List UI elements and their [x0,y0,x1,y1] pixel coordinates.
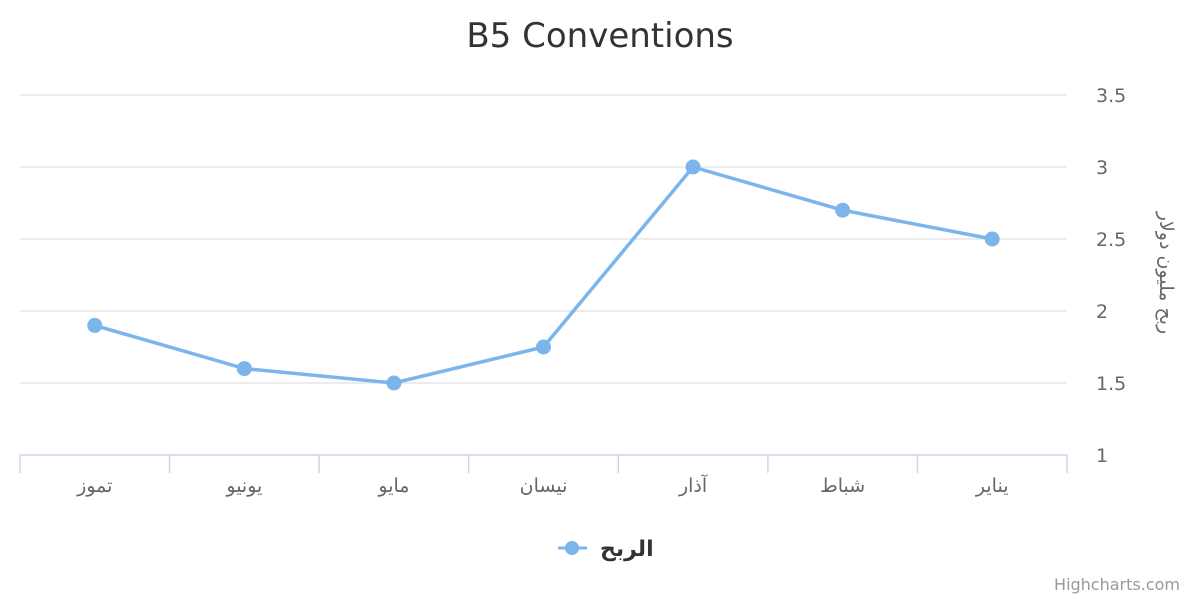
x-tick-label: يناير [975,475,1009,497]
data-point[interactable] [236,361,252,377]
legend-series-label[interactable]: الربح [600,537,654,562]
legend[interactable]: الربح [558,537,654,562]
data-point[interactable] [835,202,851,218]
legend-point-marker [565,541,579,555]
data-point[interactable] [536,339,551,355]
x-tick-label: مايو [377,475,409,497]
y-tick-label: 3.5 [1096,85,1126,107]
x-axis-ticks: يناير شباط آذار نيسان مايو يونيو تموز [76,473,1008,497]
data-point[interactable] [685,159,701,175]
x-tick-label: شباط [820,475,865,497]
data-point[interactable] [87,317,103,333]
x-axis [19,454,1068,473]
y-tick-label: 1 [1096,445,1108,467]
x-tick-label: تموز [76,475,112,497]
x-tick-label: يونيو [225,475,262,497]
y-tick-label: 2.5 [1096,229,1126,251]
data-point[interactable] [984,231,1000,247]
grid-lines [20,94,1067,384]
data-point[interactable] [386,375,402,391]
y-tick-label: 2 [1096,301,1108,323]
y-tick-label: 3 [1096,157,1108,179]
series-layer[interactable] [87,159,1000,391]
credits-link[interactable]: Highcharts.com [1054,575,1180,594]
y-axis-title: ربح مليون دولار [1155,211,1177,334]
y-axis-ticks: 1 1.5 2 2.5 3 3.5 [1096,85,1126,467]
x-tick-label: نيسان [520,475,568,497]
x-tick-label: آذار [678,473,708,497]
chart-title: B5 Conventions [466,16,733,56]
y-tick-label: 1.5 [1096,373,1126,395]
